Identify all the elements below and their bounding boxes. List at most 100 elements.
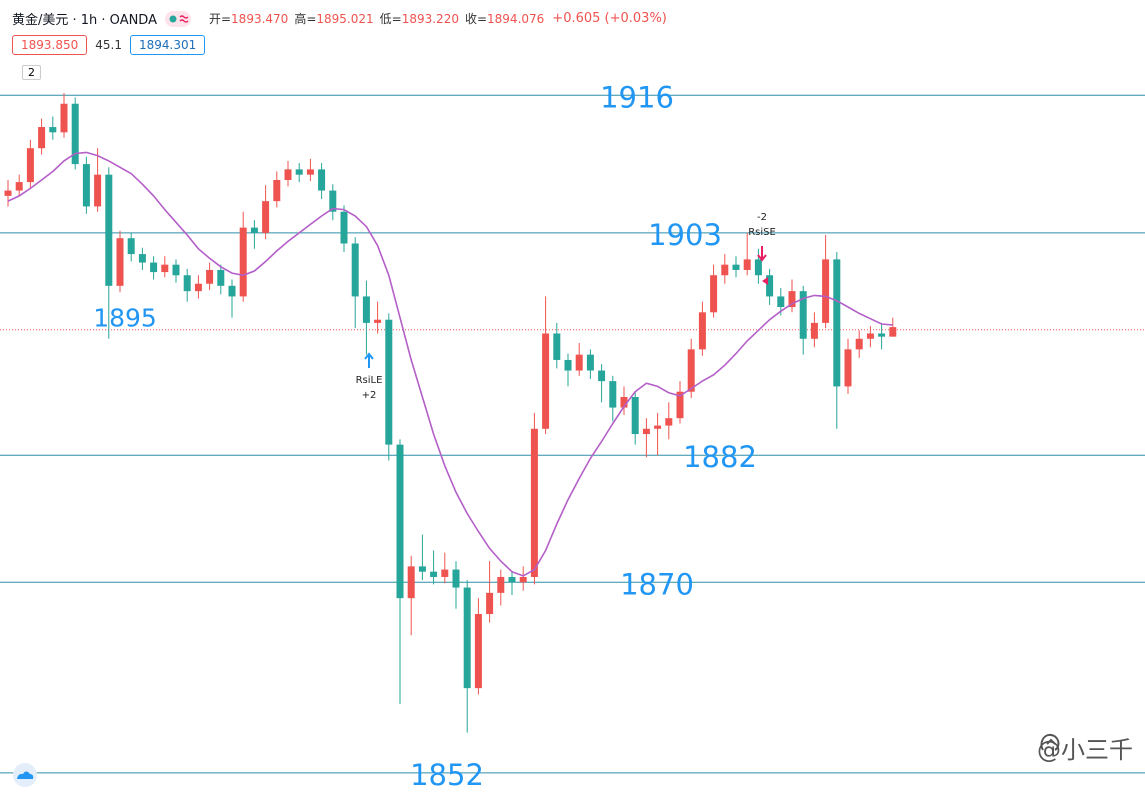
candle-body xyxy=(743,259,751,270)
ohlc-item: 收=1894.076 xyxy=(465,10,544,27)
candle-body xyxy=(732,264,740,270)
candle-body xyxy=(833,259,841,387)
candle-body xyxy=(138,254,146,263)
candle-body xyxy=(351,243,359,297)
signal-name: RsiLE xyxy=(356,375,383,386)
candle-body xyxy=(250,227,258,233)
candle-body xyxy=(474,614,482,689)
ohlc-item: 开=1893.470 xyxy=(209,10,288,27)
candle-body xyxy=(71,103,79,165)
ohlc-value: 1893.220 xyxy=(401,12,459,26)
candle-body xyxy=(206,269,214,284)
candle-body xyxy=(710,275,718,313)
candle-body xyxy=(754,259,762,276)
candle-body xyxy=(564,359,572,371)
candle-body xyxy=(799,291,807,339)
candle-body xyxy=(172,264,180,276)
candle-body xyxy=(878,333,886,337)
candle-body xyxy=(676,391,684,419)
header: 黄金/美元 · 1h · OANDA 开=1893.470 高=1895.021 低… xyxy=(12,9,667,28)
candle-body xyxy=(519,576,527,583)
candle-body xyxy=(620,397,628,408)
level-label: 1903 xyxy=(648,218,722,252)
candle-body xyxy=(26,148,34,183)
watermark: @小三千 xyxy=(1037,730,1133,765)
candle-body xyxy=(262,201,270,233)
ohlc-value: 1893.470 xyxy=(231,12,289,26)
ohlc-value: 1895.021 xyxy=(316,12,374,26)
candle-body xyxy=(530,428,538,577)
spread: 45.1 xyxy=(95,38,122,52)
candle-body xyxy=(194,283,202,292)
candle-body xyxy=(295,169,303,175)
quote-badges: 1893.850 45.1 1894.301 xyxy=(12,35,206,55)
change: +0.605 (+0.03%) xyxy=(552,11,667,26)
candle-body xyxy=(4,190,12,196)
candle-body xyxy=(866,333,874,339)
candle-body xyxy=(788,291,796,308)
candle-body xyxy=(642,428,650,435)
candle-body xyxy=(183,275,191,292)
status-icon[interactable] xyxy=(164,10,191,27)
candle-body xyxy=(687,349,695,392)
ohlc-item: 低=1893.220 xyxy=(380,10,459,27)
candle-body xyxy=(575,354,583,371)
candle-body xyxy=(396,444,404,599)
ohlc-label: 收= xyxy=(464,12,488,26)
candle-body xyxy=(239,227,247,297)
level-label: 1916 xyxy=(600,80,674,114)
candle-body xyxy=(452,569,460,588)
candle-body xyxy=(94,174,102,207)
candle-body xyxy=(228,285,236,297)
candle-body xyxy=(441,569,449,577)
level-label: 1870 xyxy=(620,567,694,601)
candle-body xyxy=(654,425,662,429)
candle-body xyxy=(855,338,863,350)
candle-body xyxy=(38,127,46,149)
candle-body xyxy=(116,238,124,286)
candle-body xyxy=(49,127,57,133)
logo[interactable] xyxy=(10,762,40,788)
ohlc-item: 高=1895.021 xyxy=(294,10,373,27)
ohlc-row: 开=1893.470 高=1895.021 低=1893.220 收=1894.076 xyxy=(209,10,544,27)
ohlc-value: 1894.076 xyxy=(487,12,545,26)
candle-body xyxy=(161,264,169,273)
candle-body xyxy=(553,333,561,360)
bid-badge[interactable]: 1893.850 xyxy=(12,35,88,55)
candle-body xyxy=(721,264,729,276)
signal-arrow xyxy=(364,352,374,368)
candle-body xyxy=(766,275,774,297)
level-label: 1852 xyxy=(410,758,484,792)
candle-body xyxy=(631,397,639,435)
candle-body xyxy=(665,418,673,426)
candle-body xyxy=(430,571,438,577)
candle-body xyxy=(385,319,393,445)
ohlc-label: 高= xyxy=(294,12,317,26)
candle-body xyxy=(284,169,292,180)
candle-body xyxy=(60,103,68,133)
candle-body xyxy=(698,312,706,350)
candle-body xyxy=(609,381,617,408)
candle-body xyxy=(105,174,113,286)
ask-badge[interactable]: 1894.301 xyxy=(129,35,206,55)
candle-body xyxy=(340,211,348,244)
collapse-badge[interactable]: 2 xyxy=(22,65,41,80)
symbol[interactable]: 黄金/美元 · 1h · OANDA xyxy=(12,13,157,28)
signal-arrow xyxy=(757,246,767,262)
ohlc-label: 开= xyxy=(208,12,232,26)
candle-body xyxy=(407,566,415,599)
watermark-logo xyxy=(1040,733,1060,751)
candle-body xyxy=(273,179,281,202)
candle-body xyxy=(15,182,23,191)
candle-body xyxy=(542,333,550,429)
candle-body xyxy=(844,349,852,387)
candle-body xyxy=(329,190,337,212)
candle-body xyxy=(586,354,594,371)
candle-body xyxy=(318,169,326,191)
candle-body xyxy=(306,169,314,175)
candle-body xyxy=(777,296,785,308)
candle-body xyxy=(810,322,818,339)
candle-body xyxy=(889,327,897,337)
candle-body xyxy=(127,238,135,255)
